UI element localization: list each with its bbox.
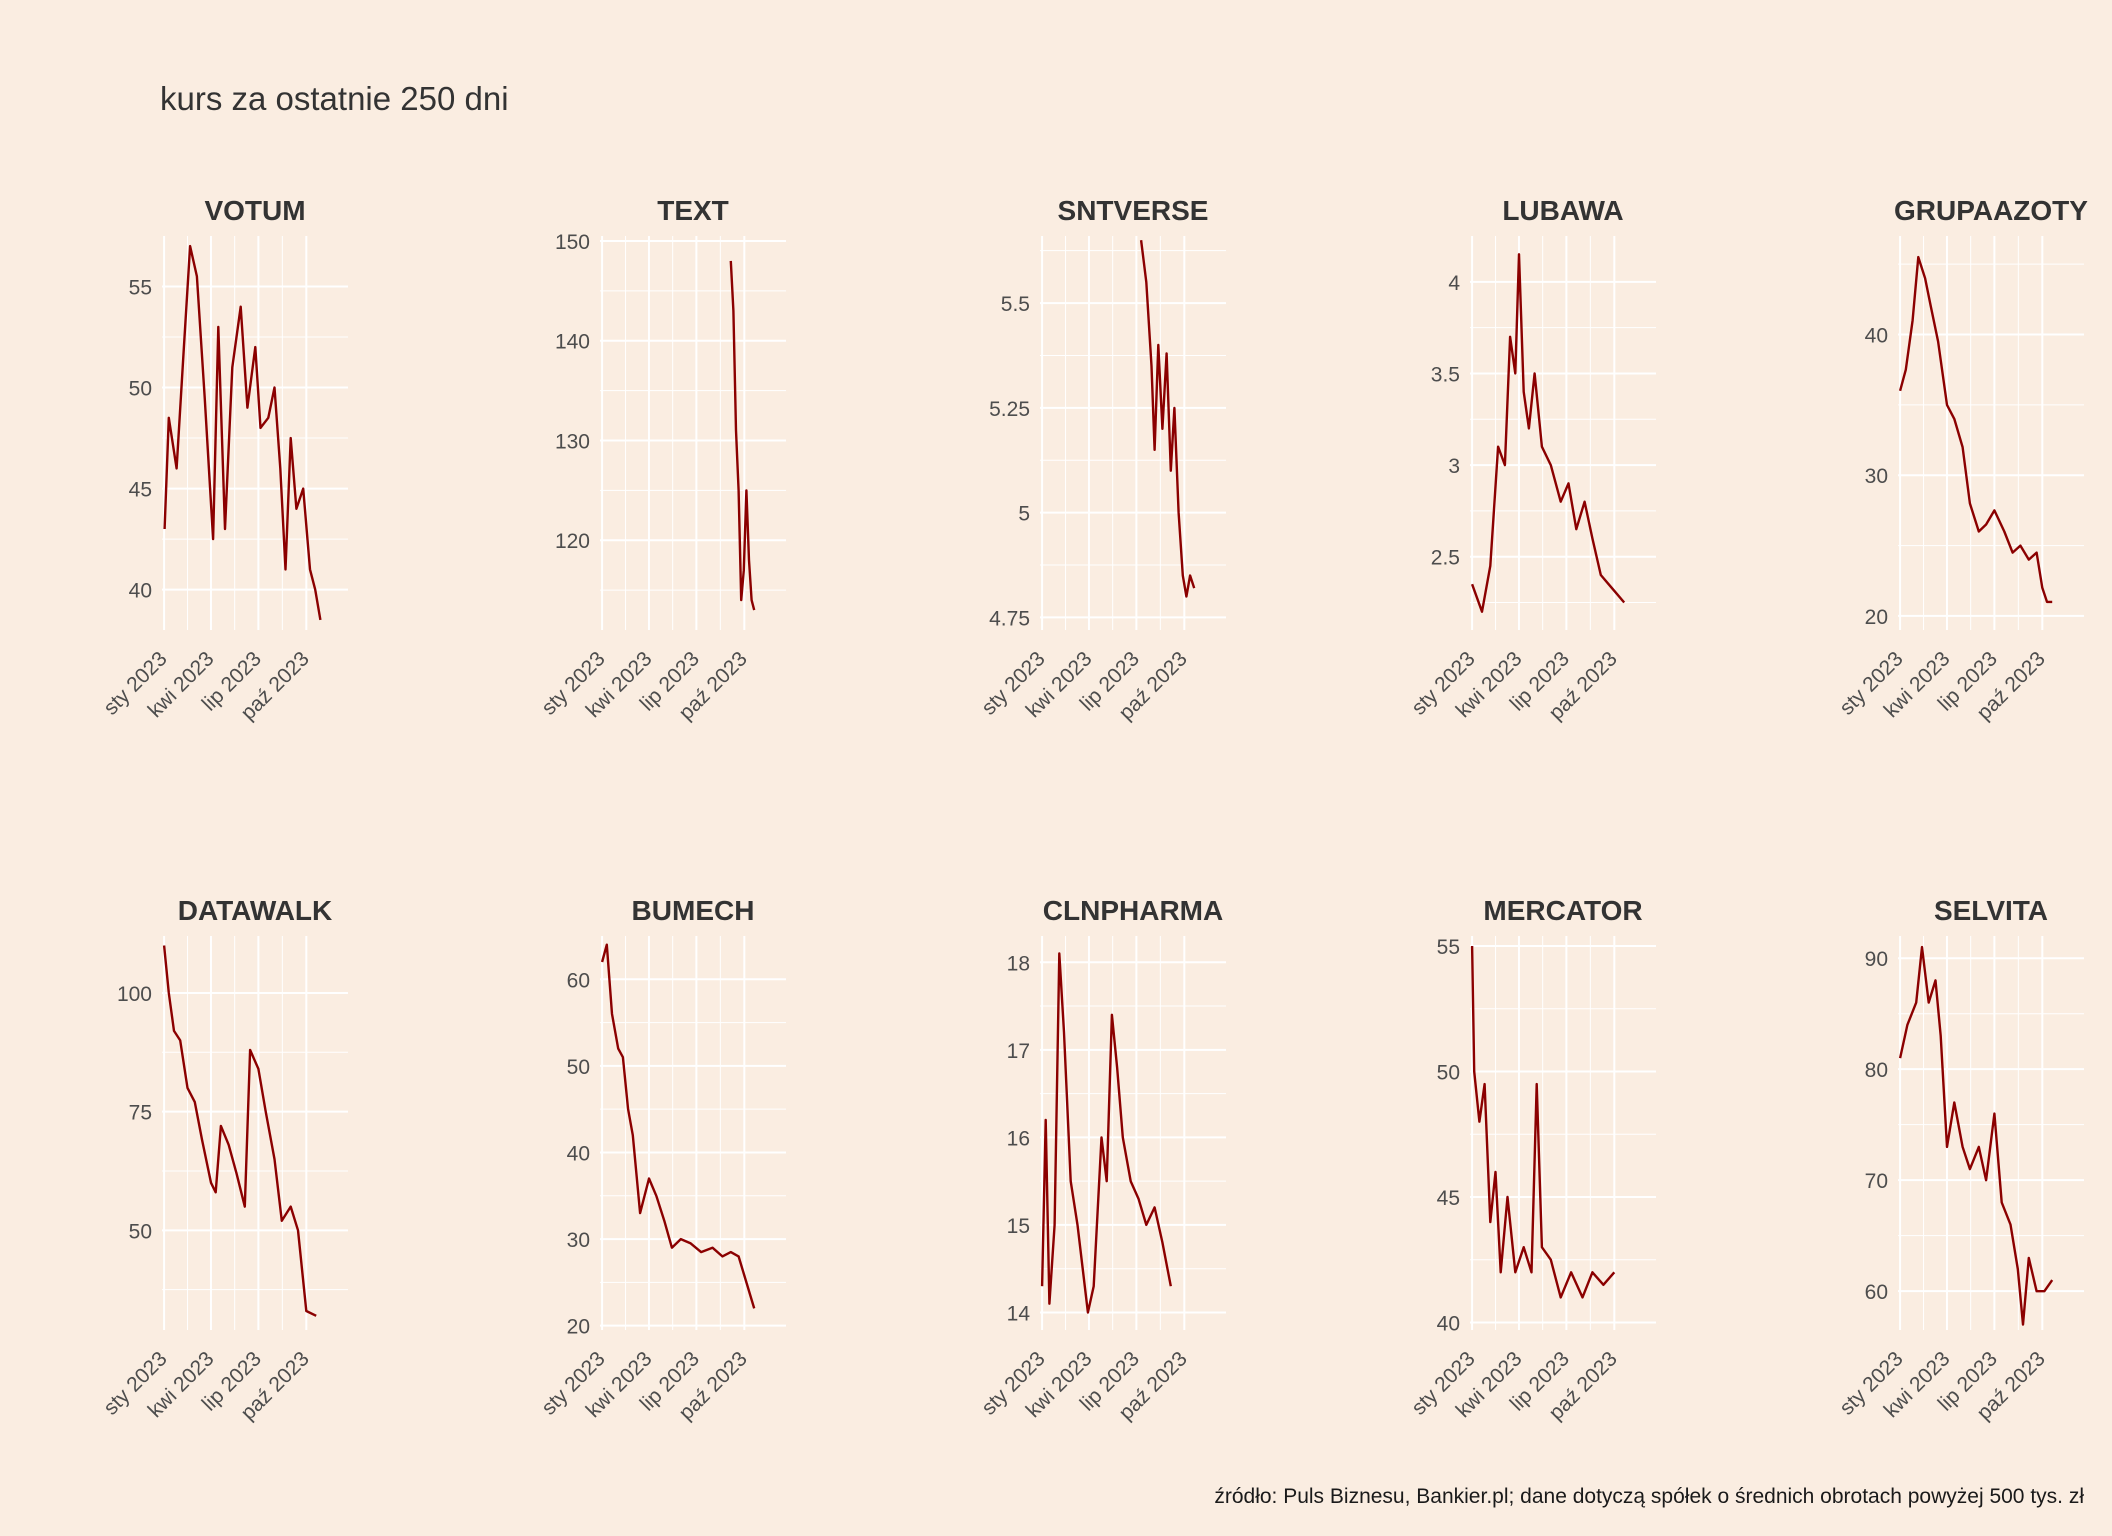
y-tick-label: 17 <box>1007 1040 1030 1063</box>
price-line <box>1470 945 1616 1299</box>
y-tick-label: 16 <box>1007 1127 1030 1150</box>
panel-title: MERCATOR <box>1483 895 1642 926</box>
y-tick-label: 45 <box>129 479 152 502</box>
y-tick-label: 5.25 <box>989 398 1030 421</box>
y-tick-label: 120 <box>555 530 590 553</box>
y-tick-label: 3 <box>1448 455 1460 478</box>
y-tick-label: 100 <box>117 983 152 1006</box>
panel-title: CLNPHARMA <box>1043 895 1223 926</box>
panel-title: VOTUM <box>204 195 305 226</box>
y-tick-label: 30 <box>1865 465 1888 488</box>
y-tick-label: 40 <box>1437 1312 1460 1335</box>
y-tick-label: 45 <box>1437 1187 1460 1210</box>
y-tick-label: 3.5 <box>1431 363 1460 386</box>
y-tick-label: 70 <box>1865 1170 1888 1193</box>
chart-title: kurs za ostatnie 250 dni <box>160 80 509 117</box>
y-tick-label: 50 <box>129 1220 152 1243</box>
y-tick-label: 130 <box>555 430 590 453</box>
panel-title: SNTVERSE <box>1058 195 1209 226</box>
y-tick-label: 80 <box>1865 1059 1888 1082</box>
chart-caption: źródło: Puls Biznesu, Bankier.pl; dane d… <box>1214 1485 2084 1508</box>
panel-title: TEXT <box>657 195 729 226</box>
y-tick-label: 140 <box>555 331 590 354</box>
panel-title: SELVITA <box>1934 895 2048 926</box>
price-line <box>1898 945 2054 1326</box>
y-tick-label: 40 <box>567 1142 590 1165</box>
y-tick-label: 5.5 <box>1001 293 1030 316</box>
y-tick-label: 15 <box>1007 1215 1030 1238</box>
y-tick-label: 2.5 <box>1431 547 1460 570</box>
panel-title: GRUPAAZOTY <box>1894 195 2088 226</box>
price-line <box>600 943 756 1309</box>
price-line <box>729 260 756 611</box>
y-tick-label: 4.75 <box>989 607 1030 630</box>
y-tick-label: 4 <box>1448 272 1460 295</box>
y-tick-label: 40 <box>1865 325 1888 348</box>
price-line <box>162 945 317 1317</box>
y-tick-label: 50 <box>567 1056 590 1079</box>
y-tick-label: 55 <box>129 277 152 300</box>
y-tick-label: 50 <box>129 378 152 401</box>
y-tick-label: 50 <box>1437 1062 1460 1085</box>
price-line <box>163 244 322 621</box>
y-tick-label: 40 <box>129 580 152 603</box>
y-tick-label: 18 <box>1007 952 1030 975</box>
price-line <box>1040 952 1172 1314</box>
y-tick-label: 5 <box>1018 503 1030 526</box>
y-tick-label: 75 <box>129 1102 152 1125</box>
panel-title: BUMECH <box>632 895 755 926</box>
y-tick-label: 20 <box>567 1316 590 1339</box>
y-tick-label: 90 <box>1865 948 1888 971</box>
panel-title: LUBAWA <box>1502 195 1623 226</box>
y-tick-label: 20 <box>1865 606 1888 629</box>
y-tick-label: 60 <box>1865 1281 1888 1304</box>
y-tick-label: 30 <box>567 1229 590 1252</box>
price-line <box>1139 240 1196 598</box>
panel-title: DATAWALK <box>178 895 333 926</box>
y-tick-label: 150 <box>555 231 590 254</box>
price-line <box>1898 255 2053 604</box>
price-line <box>1470 253 1626 613</box>
y-tick-label: 60 <box>567 969 590 992</box>
y-tick-label: 14 <box>1007 1302 1031 1325</box>
y-tick-label: 55 <box>1437 936 1460 959</box>
